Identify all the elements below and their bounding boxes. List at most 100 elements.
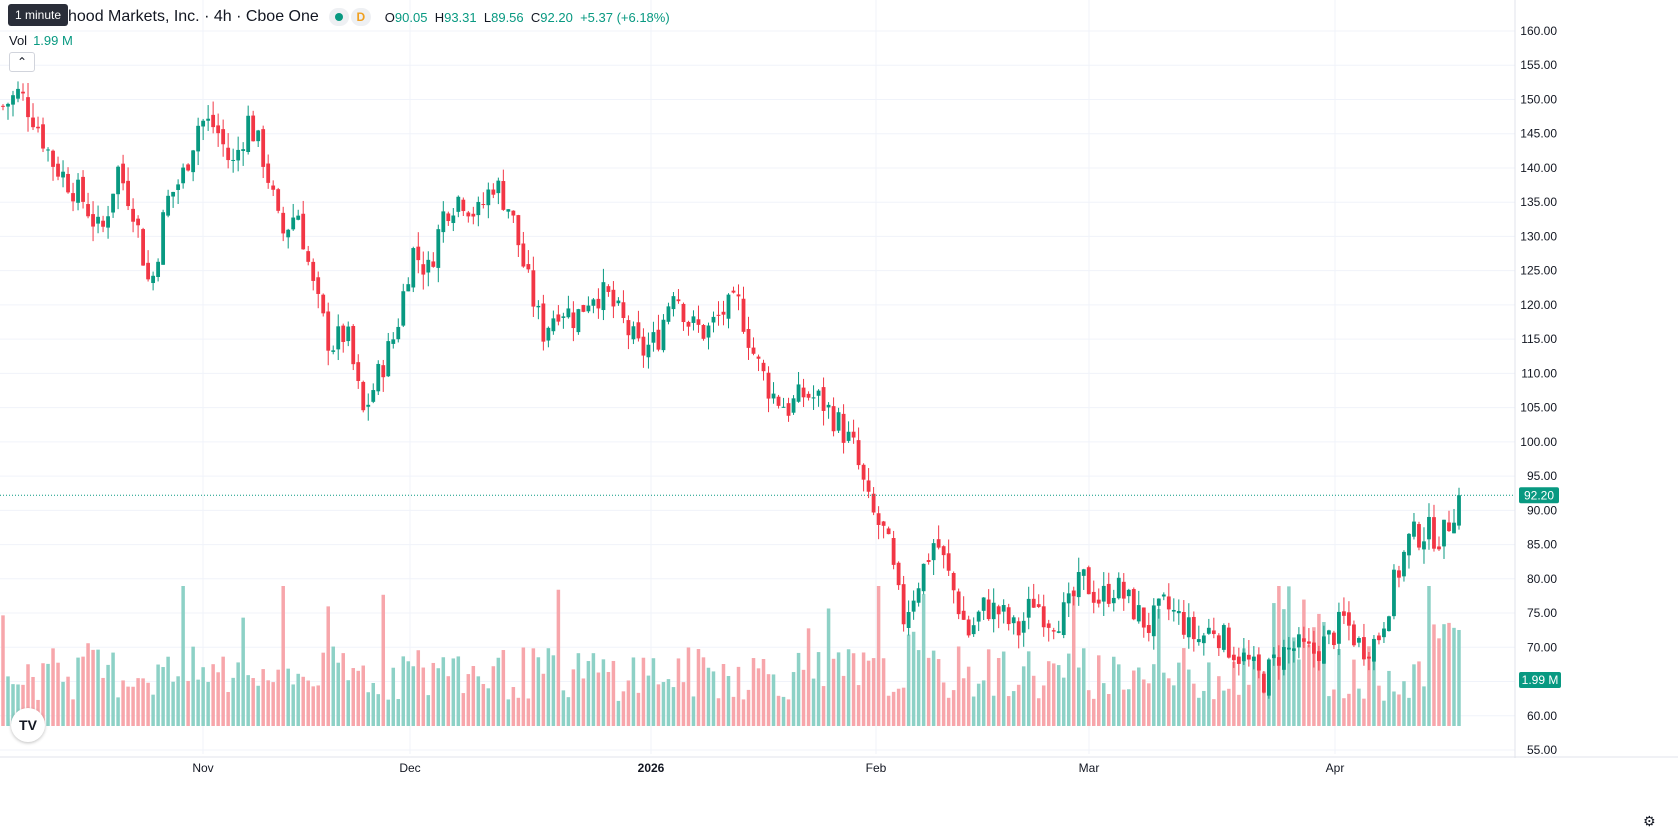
- candle-body[interactable]: [171, 191, 176, 197]
- candle-body[interactable]: [601, 282, 606, 311]
- candle-body[interactable]: [401, 291, 406, 326]
- candle-body[interactable]: [496, 180, 501, 194]
- candle-body[interactable]: [1427, 516, 1431, 540]
- candle-body[interactable]: [196, 125, 201, 152]
- candle-body[interactable]: [1241, 652, 1246, 662]
- candle-body[interactable]: [16, 88, 20, 99]
- candle-body[interactable]: [791, 398, 796, 413]
- candle-body[interactable]: [361, 381, 366, 411]
- candle-body[interactable]: [1457, 495, 1461, 526]
- candle-body[interactable]: [521, 243, 526, 267]
- candle-body[interactable]: [246, 115, 251, 152]
- candle-body[interactable]: [946, 553, 951, 571]
- candle-body[interactable]: [1417, 524, 1421, 548]
- candle-body[interactable]: [996, 606, 1001, 615]
- candle-body[interactable]: [201, 120, 206, 127]
- candle-body[interactable]: [1051, 630, 1056, 632]
- candle-body[interactable]: [381, 365, 386, 378]
- candle-body[interactable]: [216, 125, 221, 134]
- candle-body[interactable]: [376, 363, 381, 392]
- candle-body[interactable]: [586, 305, 591, 312]
- candle-body[interactable]: [1171, 609, 1176, 612]
- candle-body[interactable]: [31, 117, 35, 128]
- candle-body[interactable]: [546, 327, 551, 341]
- candle-body[interactable]: [541, 303, 546, 342]
- candle-body[interactable]: [1021, 620, 1026, 633]
- candle-body[interactable]: [306, 251, 311, 262]
- candle-body[interactable]: [1367, 656, 1371, 659]
- candle-body[interactable]: [1126, 589, 1131, 597]
- candle-body[interactable]: [956, 591, 961, 615]
- candle-body[interactable]: [1181, 612, 1186, 635]
- candle-body[interactable]: [626, 320, 631, 336]
- candle-body[interactable]: [1412, 521, 1416, 537]
- candle-body[interactable]: [356, 362, 361, 381]
- candle-body[interactable]: [591, 299, 596, 306]
- candle-body[interactable]: [1096, 599, 1101, 604]
- candle-body[interactable]: [1407, 533, 1411, 556]
- candle-body[interactable]: [321, 294, 326, 314]
- candle-body[interactable]: [566, 308, 571, 318]
- candle-body[interactable]: [1176, 611, 1181, 614]
- candle-body[interactable]: [876, 513, 881, 525]
- candle-body[interactable]: [1246, 654, 1251, 660]
- candle-body[interactable]: [816, 390, 821, 396]
- candle-body[interactable]: [641, 336, 646, 356]
- candle-body[interactable]: [1161, 594, 1166, 597]
- candle-body[interactable]: [46, 149, 50, 151]
- candle-body[interactable]: [1131, 589, 1136, 620]
- candle-body[interactable]: [986, 599, 991, 620]
- candle-body[interactable]: [751, 347, 756, 354]
- candle-body[interactable]: [466, 212, 471, 217]
- candle-body[interactable]: [581, 305, 586, 312]
- candle-body[interactable]: [1196, 639, 1201, 643]
- candle-body[interactable]: [571, 312, 576, 329]
- candle-body[interactable]: [101, 220, 105, 227]
- candle-body[interactable]: [1402, 551, 1406, 577]
- candle-body[interactable]: [866, 480, 871, 492]
- candle-body[interactable]: [1151, 605, 1156, 637]
- candle-body[interactable]: [471, 213, 476, 217]
- candle-body[interactable]: [976, 611, 981, 622]
- candle-body[interactable]: [1447, 522, 1451, 532]
- candle-body[interactable]: [651, 332, 656, 343]
- candle-body[interactable]: [796, 384, 801, 402]
- candle-body[interactable]: [96, 216, 100, 224]
- candle-body[interactable]: [1056, 631, 1061, 633]
- candle-body[interactable]: [121, 163, 125, 184]
- candle-body[interactable]: [1387, 616, 1391, 632]
- candle-body[interactable]: [1362, 637, 1366, 660]
- candle-body[interactable]: [391, 339, 396, 344]
- candle-body[interactable]: [891, 538, 896, 565]
- candle-body[interactable]: [1086, 567, 1091, 595]
- candle-body[interactable]: [1186, 617, 1191, 638]
- candle-body[interactable]: [1136, 605, 1141, 622]
- candle-body[interactable]: [146, 262, 151, 280]
- candle-body[interactable]: [186, 164, 191, 171]
- candle-body[interactable]: [646, 344, 651, 358]
- candle-body[interactable]: [741, 298, 746, 332]
- candle-body[interactable]: [21, 91, 25, 94]
- candle-body[interactable]: [1106, 583, 1111, 604]
- candle-body[interactable]: [1141, 607, 1146, 628]
- candle-body[interactable]: [136, 218, 140, 226]
- candle-body[interactable]: [746, 328, 751, 348]
- candle-body[interactable]: [886, 528, 891, 535]
- candle-body[interactable]: [736, 294, 741, 297]
- candle-body[interactable]: [1081, 569, 1086, 576]
- candle-body[interactable]: [421, 264, 426, 275]
- tradingview-logo-icon[interactable]: TV: [11, 708, 45, 742]
- candle-body[interactable]: [1256, 654, 1261, 671]
- candle-body[interactable]: [771, 393, 776, 399]
- candle-body[interactable]: [941, 546, 946, 556]
- candle-body[interactable]: [981, 597, 986, 611]
- candle-body[interactable]: [721, 311, 726, 315]
- candle-body[interactable]: [926, 560, 931, 562]
- candle-body[interactable]: [616, 300, 621, 304]
- candle-body[interactable]: [416, 246, 421, 261]
- candle-body[interactable]: [1291, 648, 1296, 651]
- candle-body[interactable]: [426, 259, 431, 273]
- candle-body[interactable]: [971, 625, 976, 635]
- candle-body[interactable]: [896, 562, 901, 586]
- candle-body[interactable]: [606, 286, 611, 292]
